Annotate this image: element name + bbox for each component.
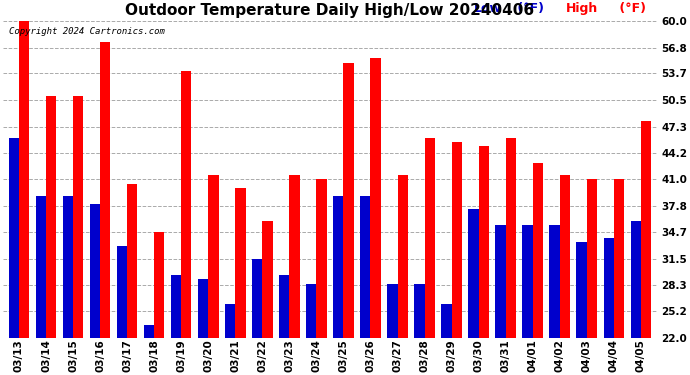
- Bar: [127, 183, 137, 338]
- Bar: [73, 96, 83, 338]
- Bar: [549, 225, 560, 338]
- Text: (°F): (°F): [615, 2, 646, 15]
- Text: Copyright 2024 Cartronics.com: Copyright 2024 Cartronics.com: [10, 27, 165, 36]
- Bar: [36, 196, 46, 338]
- Bar: [560, 175, 570, 338]
- Bar: [533, 163, 543, 338]
- Bar: [198, 279, 208, 338]
- Bar: [289, 175, 299, 338]
- Bar: [451, 142, 462, 338]
- Bar: [235, 188, 246, 338]
- Bar: [9, 138, 19, 338]
- Bar: [495, 225, 506, 338]
- Bar: [479, 146, 489, 338]
- Bar: [614, 179, 624, 338]
- Bar: [181, 71, 192, 338]
- Bar: [90, 204, 100, 338]
- Bar: [344, 63, 354, 338]
- Bar: [225, 304, 235, 338]
- Bar: [586, 179, 597, 338]
- Bar: [360, 196, 371, 338]
- Bar: [144, 326, 154, 338]
- Bar: [522, 225, 533, 338]
- Bar: [19, 21, 29, 338]
- Bar: [63, 196, 73, 338]
- Bar: [397, 175, 408, 338]
- Bar: [604, 238, 614, 338]
- Bar: [442, 304, 451, 338]
- Bar: [424, 138, 435, 338]
- Bar: [576, 242, 586, 338]
- Bar: [262, 221, 273, 338]
- Title: Outdoor Temperature Daily High/Low 20240406: Outdoor Temperature Daily High/Low 20240…: [126, 3, 535, 18]
- Bar: [46, 96, 57, 338]
- Bar: [371, 58, 381, 338]
- Bar: [641, 121, 651, 338]
- Bar: [279, 275, 289, 338]
- Bar: [469, 209, 479, 338]
- Bar: [154, 232, 164, 338]
- Bar: [387, 284, 397, 338]
- Bar: [208, 175, 219, 338]
- Bar: [631, 221, 641, 338]
- Bar: [117, 246, 127, 338]
- Bar: [171, 275, 181, 338]
- Bar: [100, 42, 110, 338]
- Bar: [317, 179, 326, 338]
- Text: Low: Low: [474, 2, 502, 15]
- Text: (°F): (°F): [513, 2, 544, 15]
- Bar: [333, 196, 344, 338]
- Bar: [414, 284, 424, 338]
- Text: High: High: [566, 2, 598, 15]
- Bar: [252, 259, 262, 338]
- Bar: [306, 284, 317, 338]
- Bar: [506, 138, 516, 338]
